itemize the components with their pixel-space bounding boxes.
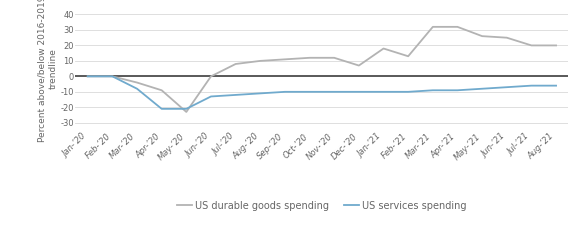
Legend: US durable goods spending, US services spending: US durable goods spending, US services s…: [173, 197, 471, 215]
Y-axis label: Percent above/below 2016-2019
trendline: Percent above/below 2016-2019 trendline: [38, 0, 57, 142]
